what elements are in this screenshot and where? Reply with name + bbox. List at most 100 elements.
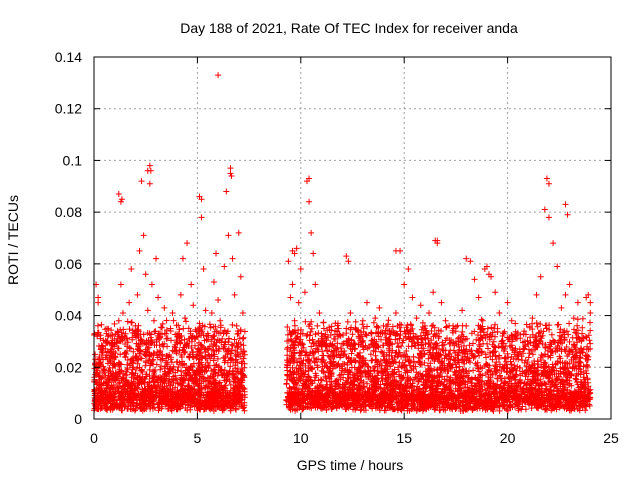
data-point [134,291,141,298]
data-point [239,309,246,316]
data-point [113,372,120,379]
data-point [155,294,162,301]
data-point [132,322,139,329]
data-point [99,343,106,350]
data-point [142,271,149,278]
data-point [558,304,565,311]
data-point [227,165,234,172]
data-point [421,322,428,329]
data-point [485,271,492,278]
data-point [481,266,488,273]
data-point [454,335,461,342]
data-point [130,348,137,355]
data-point [545,180,552,187]
data-point [229,255,236,262]
data-point [467,258,474,265]
data-point [430,289,437,296]
data-point [237,273,244,280]
data-point [186,353,193,360]
data-point [117,198,124,205]
data-point [343,253,350,260]
data-point [564,211,571,218]
data-point [219,335,226,342]
data-point [585,291,592,298]
data-point [368,330,375,337]
data-point [541,206,548,213]
data-point [579,330,586,337]
data-point [173,359,180,366]
data-point [545,214,552,221]
data-point [504,299,511,306]
data-point [293,245,300,252]
x-axis-label: GPS time / hours [297,457,404,473]
data-point [363,299,370,306]
x-tick-label: 20 [500,430,516,446]
data-point [138,178,145,185]
data-point [136,247,143,254]
data-point [107,359,114,366]
data-point [157,330,164,337]
data-point [587,309,594,316]
data-point [179,255,186,262]
data-point [525,341,532,348]
data-point [318,330,325,337]
data-point [380,322,387,329]
data-point [126,299,133,306]
data-point [150,317,157,324]
data-point [190,302,197,309]
data-point [562,201,569,208]
data-point [233,322,240,329]
data-point [351,346,358,353]
data-point [450,325,457,332]
data-point [208,309,215,316]
data-point [359,317,366,324]
data-point [463,322,470,329]
data-point [492,289,499,296]
data-point [118,196,125,203]
plot-frame [93,56,612,420]
data-point [98,374,105,381]
data-point [587,299,594,306]
data-point [144,167,151,174]
data-point [119,309,126,316]
data-point [165,353,172,360]
data-point [167,325,174,332]
data-point [227,170,234,177]
data-point [223,188,230,195]
data-point [231,291,238,298]
data-point [169,309,176,316]
data-point [291,317,298,324]
y-tick-label: 0.08 [55,204,82,220]
data-point [401,281,408,288]
y-tick-label: 0.06 [55,256,82,272]
data-point [198,214,205,221]
data-point [184,240,191,247]
data-point [215,72,222,79]
data-point [146,180,153,187]
data-point [471,276,478,283]
data-point [124,361,131,368]
data-point [570,315,577,322]
data-point [192,335,199,342]
data-point [287,294,294,301]
data-point [446,341,453,348]
data-point [122,341,129,348]
data-point [196,320,203,327]
y-tick-label: 0.1 [63,152,83,168]
data-point [97,384,104,391]
data-point [529,315,536,322]
data-point [537,273,544,280]
data-point [206,343,213,350]
data-point [306,198,313,205]
data-point [566,281,573,288]
data-point [115,317,122,324]
data-point [413,315,420,322]
dense-background-points [91,315,594,414]
data-point [372,315,379,322]
data-point [533,291,540,298]
x-tick-label: 0 [90,430,98,446]
data-point [306,175,313,182]
data-point [335,320,342,327]
data-point [159,351,166,358]
data-point [314,322,321,329]
